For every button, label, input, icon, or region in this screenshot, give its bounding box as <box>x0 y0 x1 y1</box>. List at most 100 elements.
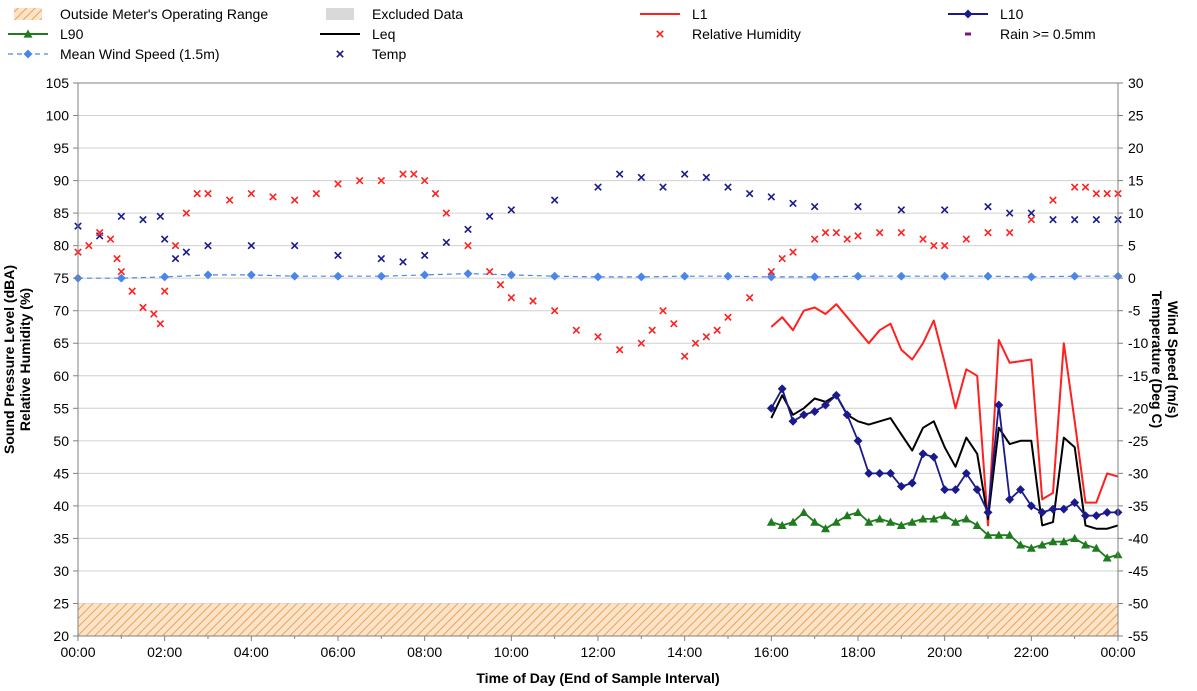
x-tick-label: 00:00 <box>1100 644 1135 660</box>
left-tick-label: 95 <box>53 140 69 156</box>
temp-point <box>659 183 667 191</box>
right-axis-title-line: Wind Speed (m/s) <box>1165 301 1181 418</box>
temp-point <box>854 202 862 211</box>
mean-wind-speed-1-5m-point <box>333 271 343 281</box>
temp-point <box>442 238 451 247</box>
temp-point <box>940 206 949 214</box>
right-tick-label: 10 <box>1128 205 1144 221</box>
relative-humidity-point <box>377 176 386 185</box>
right-tick-label: 25 <box>1128 108 1144 124</box>
relative-humidity-point <box>139 303 147 312</box>
left-axis-title: Sound Pressure Level (dBA)Relative Humid… <box>1 265 33 454</box>
mean-wind-speed-1-5m-point <box>160 272 170 282</box>
temp-point <box>247 241 256 250</box>
l10-point <box>972 485 982 495</box>
temp-point <box>1027 209 1036 217</box>
l10-point <box>820 400 831 410</box>
relative-humidity-point <box>193 189 201 198</box>
temp-point <box>464 225 472 234</box>
legend-label: L1 <box>692 6 708 22</box>
relative-humidity-point <box>659 306 667 315</box>
l90-point <box>1081 540 1090 549</box>
left-tick-label: 50 <box>53 433 69 449</box>
relative-humidity-point <box>1049 196 1057 204</box>
temp-point <box>1092 215 1101 224</box>
series-l1 <box>770 303 1119 527</box>
legend-label: Excluded Data <box>372 6 463 22</box>
l90-point <box>1005 530 1015 539</box>
right-tick-label: 30 <box>1128 75 1144 91</box>
l90-point <box>1048 537 1058 546</box>
l90-point <box>994 530 1004 539</box>
relative-humidity-point <box>507 293 516 302</box>
left-axis-title-line: Relative Humidity (%) <box>17 288 33 431</box>
relative-humidity-point <box>442 209 451 217</box>
relative-humidity-point <box>919 235 927 243</box>
legend-label: Leq <box>372 26 395 42</box>
legend-marker <box>23 49 33 59</box>
legend-item-l1: L1 <box>640 6 708 22</box>
temp-point <box>420 251 429 260</box>
relative-humidity-point <box>897 228 906 237</box>
right-tick-label: 0 <box>1128 270 1136 286</box>
l1-line <box>770 303 1119 527</box>
left-tick-label: 30 <box>53 563 69 579</box>
right-tick-label: -10 <box>1128 335 1148 351</box>
l90-point <box>951 517 960 526</box>
relative-humidity-point <box>843 235 851 243</box>
l10-point <box>842 410 852 420</box>
temp-point <box>1070 215 1079 224</box>
mean-wind-speed-1-5m-point <box>246 270 256 280</box>
relative-humidity-point <box>745 293 754 302</box>
mean-wind-speed-1-5m-point <box>116 273 126 283</box>
l10-point <box>994 400 1004 410</box>
temp-point <box>171 254 180 263</box>
right-tick-label: -50 <box>1128 595 1148 611</box>
right-tick-label: -5 <box>1128 303 1141 319</box>
temp-point <box>156 212 165 221</box>
l10-point <box>853 436 863 446</box>
relative-humidity-point <box>312 189 321 198</box>
l10-point <box>1026 501 1036 511</box>
relative-humidity-point <box>95 228 104 237</box>
l90-point <box>1091 543 1101 552</box>
relative-humidity-point <box>670 319 678 328</box>
l10-point <box>864 468 874 478</box>
l90-point <box>777 520 787 529</box>
l90-point <box>864 517 874 526</box>
l10-point <box>1005 494 1015 504</box>
relative-humidity-point <box>160 287 169 295</box>
series-l90 <box>766 507 1123 562</box>
legend-marker <box>23 29 33 38</box>
series-l10 <box>766 384 1123 521</box>
relative-humidity-point <box>225 196 234 204</box>
mean-wind-speed-1-5m-point <box>1070 271 1080 281</box>
temp-point <box>290 241 299 250</box>
mean-wind-speed-1-5m-point <box>636 272 646 282</box>
relative-humidity-point <box>1070 183 1079 191</box>
legend-swatch <box>14 8 42 20</box>
temp-point <box>485 212 494 221</box>
right-tick-label: -25 <box>1128 433 1148 449</box>
temp-point <box>377 254 386 263</box>
legend-label: Outside Meter's Operating Range <box>60 6 268 22</box>
l10-point <box>1048 504 1058 514</box>
l10-point <box>983 507 993 517</box>
relative-humidity-point <box>962 235 971 243</box>
operating-range-band <box>78 603 1118 636</box>
mean-wind-speed-1-5m-point <box>593 272 603 282</box>
relative-humidity-point <box>399 170 407 178</box>
temp-point <box>550 196 559 204</box>
relative-humidity-point <box>767 267 776 276</box>
relative-humidity-point <box>680 352 689 361</box>
temp-point <box>594 183 602 191</box>
relative-humidity-point <box>648 326 656 334</box>
x-tick-label: 10:00 <box>494 644 529 660</box>
temp-point <box>334 251 342 260</box>
relative-humidity-point <box>431 189 440 198</box>
legend-item-temp: Temp <box>336 46 406 62</box>
temp-point <box>897 206 906 214</box>
l10-point <box>907 478 917 488</box>
temp-point <box>702 173 711 182</box>
